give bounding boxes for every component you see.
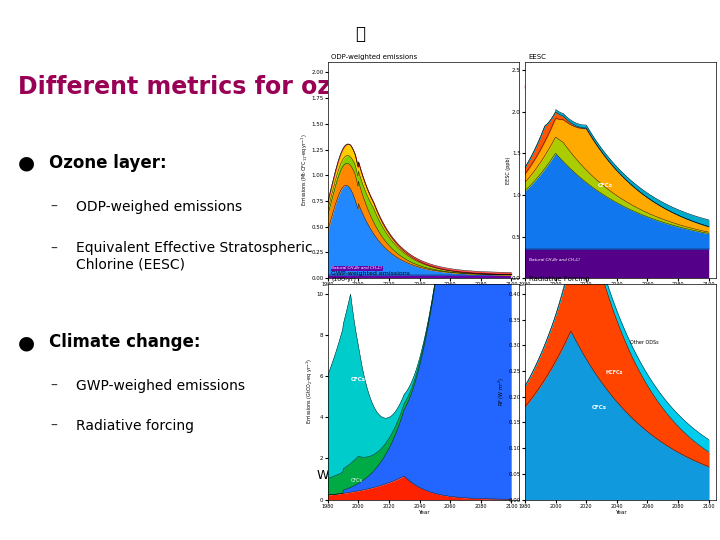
Text: Ozone layer:: Ozone layer: [49, 154, 166, 172]
Text: ODP-weighted emissions: ODP-weighted emissions [331, 55, 418, 60]
Text: –: – [50, 418, 58, 433]
Text: Different metrics for ozone depleting chemicals: Different metrics for ozone depleting ch… [18, 75, 656, 99]
Y-axis label: RF (W m$^{-2}$): RF (W m$^{-2}$) [497, 377, 507, 406]
X-axis label: Year: Year [615, 510, 626, 515]
Text: Radiative forcing: Radiative forcing [76, 418, 194, 433]
X-axis label: Year: Year [418, 289, 429, 294]
Text: Equivalent Effective Stratospheric
Chlorine (EESC): Equivalent Effective Stratospheric Chlor… [76, 241, 312, 272]
Text: EESC: EESC [528, 55, 546, 60]
Text: CFCs: CFCs [351, 377, 366, 382]
X-axis label: Year: Year [418, 510, 429, 515]
Text: –: – [50, 379, 58, 393]
Text: ●: ● [18, 333, 35, 352]
Y-axis label: Emissions (GtCO$_2$-eq yr$^{-1}$): Emissions (GtCO$_2$-eq yr$^{-1}$) [305, 359, 315, 424]
Text: Radiative Forcing: Radiative Forcing [528, 276, 589, 282]
Text: CFCs: CFCs [395, 156, 410, 160]
Text: Other ODSs: Other ODSs [630, 340, 659, 345]
X-axis label: Year: Year [615, 289, 626, 294]
Text: 12: 12 [14, 513, 34, 526]
Text: GWP-weighed emissions: GWP-weighed emissions [76, 379, 245, 393]
Text: –: – [50, 200, 58, 214]
Text: 👑: 👑 [355, 25, 365, 43]
Text: ODP-weighed emissions: ODP-weighed emissions [76, 200, 242, 214]
Text: CFCs: CFCs [351, 478, 363, 483]
Text: Natural CH₃Br and CH₂Cl: Natural CH₃Br and CH₂Cl [528, 258, 580, 262]
Text: HCFCs: HCFCs [606, 370, 623, 375]
Text: ●: ● [18, 154, 35, 173]
Text: Natural CH₃Br and CH₃Cl: Natural CH₃Br and CH₃Cl [331, 266, 382, 271]
Text: CFCs: CFCs [598, 184, 613, 188]
Text: Climate change:: Climate change: [49, 333, 200, 352]
Text: CFCs: CFCs [592, 405, 607, 410]
Text: –: – [50, 241, 58, 255]
Y-axis label: Emissions (Mt$\cdot$CFC$_{11}$-eq yr$^{-1}$): Emissions (Mt$\cdot$CFC$_{11}$-eq yr$^{-… [300, 134, 310, 206]
Text: GWP-weighted emissions
(100-yr): GWP-weighted emissions (100-yr) [331, 271, 410, 282]
Text: WMO (2011): WMO (2011) [317, 469, 395, 482]
Text: Guus Velders: Guus Velders [615, 513, 706, 526]
Y-axis label: EESC (ppb): EESC (ppb) [505, 157, 510, 184]
